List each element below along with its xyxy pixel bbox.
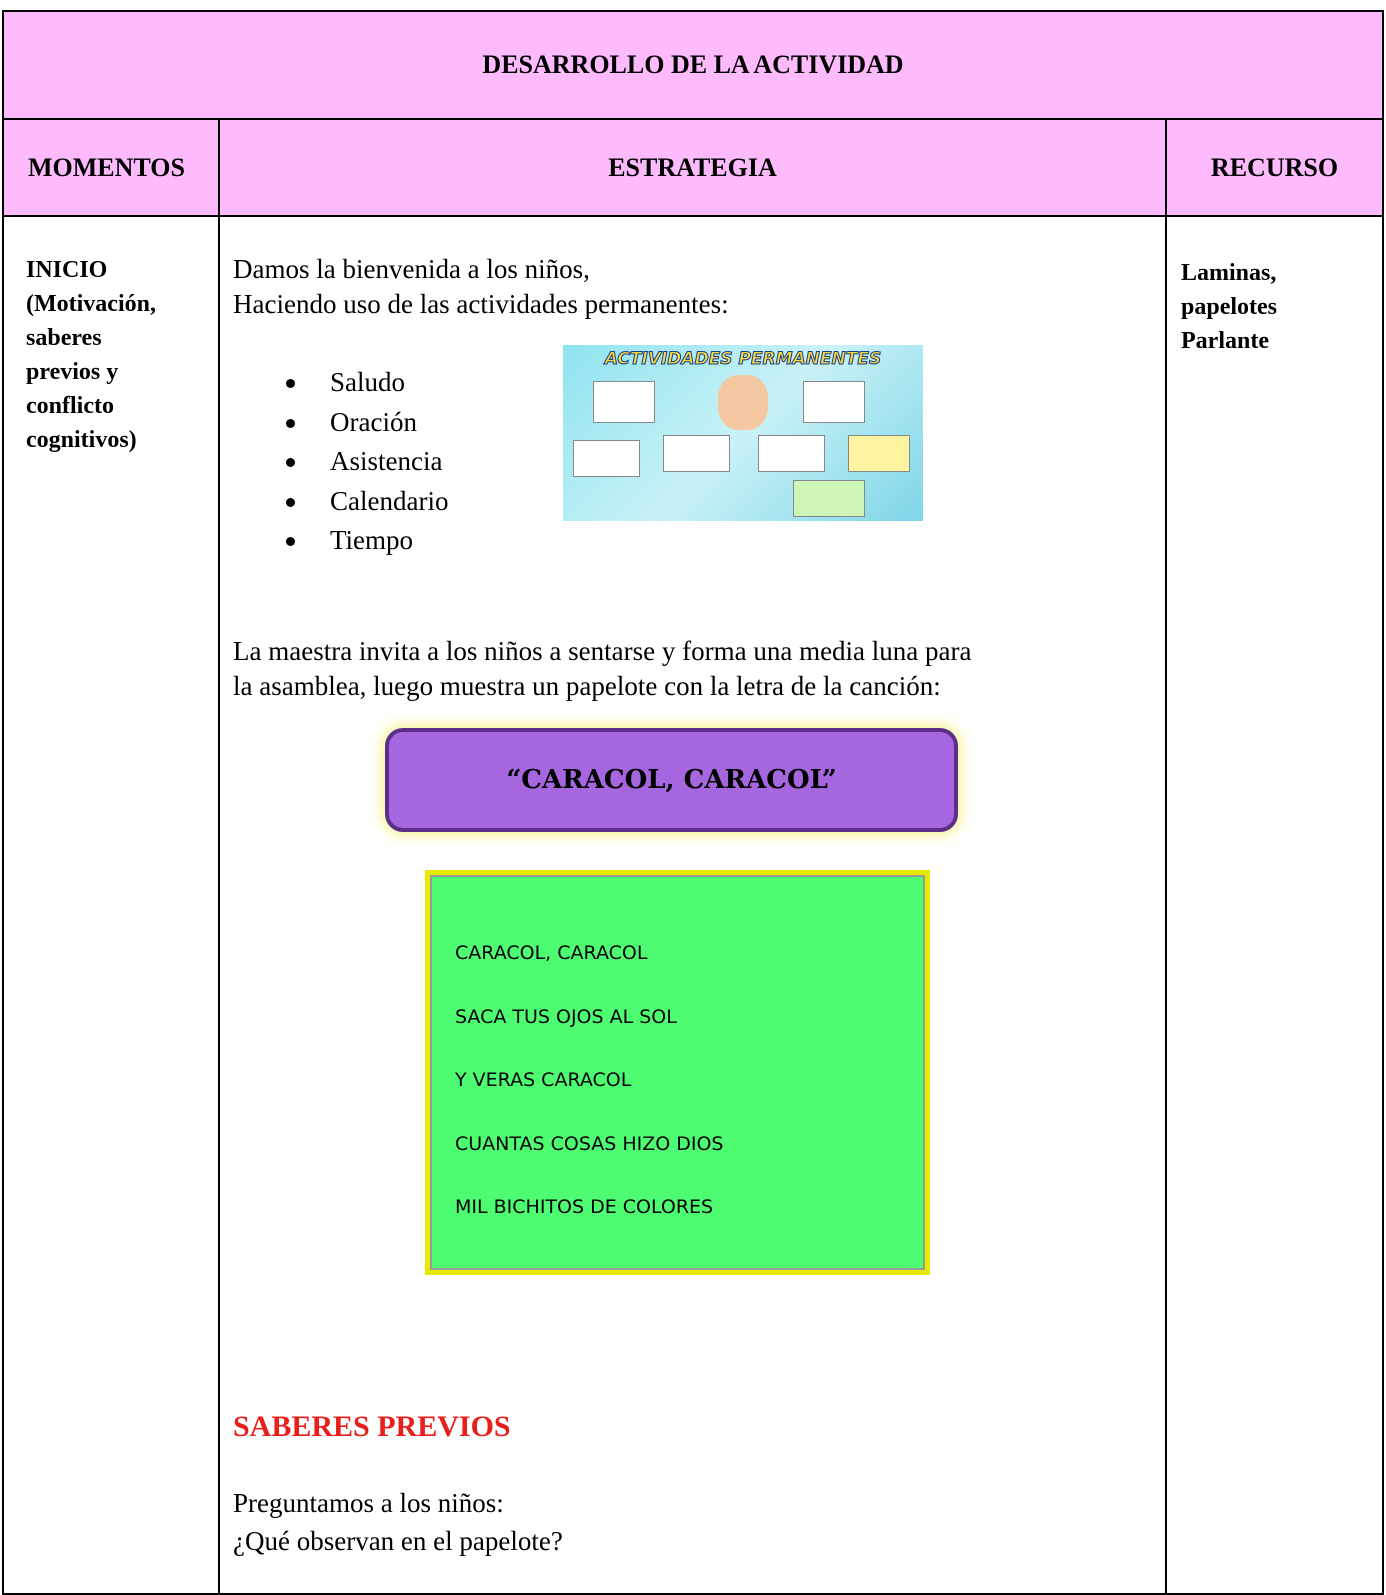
bullet-text: Tiempo (330, 525, 414, 555)
text-line: Laminas, (1181, 260, 1277, 286)
paragraph: La maestra invita a los niños a sentarse… (233, 634, 971, 704)
body-cell (1165, 215, 1384, 1595)
bullet-text: Oración (330, 406, 417, 437)
image-decor (718, 375, 768, 430)
title-cell: DESARROLLO DE LA ACTIVIDAD (2, 10, 1384, 120)
text-line: (Motivación, (26, 291, 156, 317)
intro: Damos la bienvenida a los niños, Haciend… (233, 252, 729, 322)
text-line: INICIO (26, 257, 108, 283)
momento: INICIO (Motivación, saberes previos y confli… (26, 253, 156, 457)
text-line: conflicto (26, 393, 114, 419)
bullet (286, 537, 295, 546)
text-line: Damos la bienvenida a los niños, (233, 254, 590, 284)
song-line: Y VERAS CARACOL (455, 1069, 632, 1091)
text-line: papelotes (1181, 294, 1277, 320)
song-line: MIL BICHITOS DE COLORES (455, 1196, 714, 1218)
bullet (286, 458, 295, 467)
bullet-text: Asistencia (330, 446, 443, 476)
bullet (286, 379, 295, 388)
bullet-text: Saludo (330, 367, 406, 397)
image-decor (593, 381, 655, 423)
text-line: cognitivos) (26, 427, 137, 453)
image-title: ACTIVIDADES PERMANENTES (604, 349, 882, 370)
song-box (425, 870, 930, 1275)
text-line: Preguntamos a los niños: (233, 1488, 504, 1518)
song-line: SACA TUS OJOS AL SOL (455, 1005, 677, 1028)
image-decor (848, 435, 910, 472)
image: ACTIVIDADES PERMANENTES (563, 345, 923, 521)
section-heading: SABERES PREVIOS (233, 1410, 511, 1443)
column-header: RECURSO (1210, 152, 1339, 182)
song-title: “CARACOL, CARACOL” (506, 765, 837, 795)
image-decor (758, 435, 825, 472)
column-header: ESTRATEGIA (608, 152, 777, 182)
text-line: previos y (26, 359, 119, 385)
header-cell: RECURSO (1165, 118, 1384, 217)
bullet-text: Calendario (330, 485, 449, 516)
text-line: ¿Qué observan en el papelote? (233, 1526, 563, 1556)
song-line: CARACOL, CARACOL (455, 942, 648, 964)
image-decor (573, 440, 640, 477)
title: DESARROLLO DE LA ACTIVIDAD (482, 50, 904, 79)
header-cell: MOMENTOS (2, 118, 220, 217)
image-decor (793, 480, 865, 517)
image-decor (663, 435, 730, 472)
song-line: CUANTAS COSAS HIZO DIOS (455, 1132, 724, 1155)
text-line: Parlante (1181, 328, 1269, 354)
song-title-box: “CARACOL, CARACOL” (385, 728, 958, 832)
bullet (286, 418, 295, 428)
text-line: saberes (26, 325, 102, 351)
bullet (286, 497, 295, 507)
image-decor (803, 381, 865, 423)
saberes: Preguntamos a los niños: ¿Qué observan e… (233, 1484, 563, 1560)
text-line: La maestra invita a los niños a sentarse… (233, 636, 972, 666)
header-cell: ESTRATEGIA (218, 118, 1167, 217)
text-line: la asamblea, luego muestra un papelote c… (233, 671, 941, 701)
recurso: Laminas, papelotes Parlante (1181, 256, 1277, 358)
text-line: Haciendo uso de las actividades permanen… (233, 289, 729, 319)
column-header: MOMENTOS (28, 152, 185, 182)
